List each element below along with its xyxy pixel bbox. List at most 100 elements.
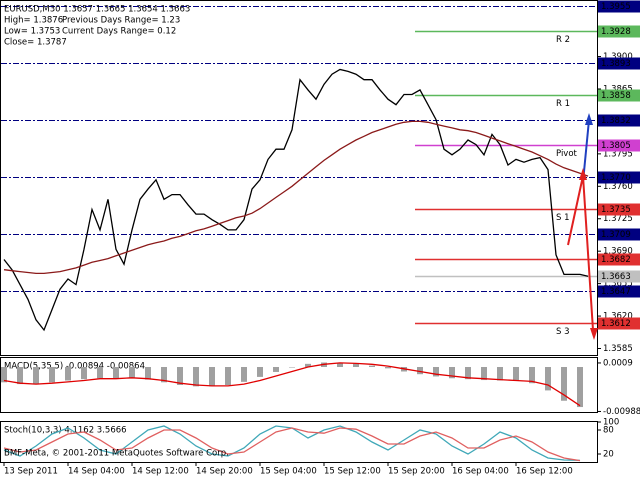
level-box	[598, 89, 640, 102]
level-box	[598, 57, 640, 70]
bar	[65, 367, 71, 381]
level-label: 1.3612	[601, 319, 631, 329]
header-line: Low= 1.3753	[4, 27, 60, 37]
y-tick-label: 1.3865	[603, 84, 633, 94]
main-panel	[0, 0, 598, 356]
bar	[353, 363, 359, 367]
y-tick-label: 1.3690	[603, 247, 633, 257]
x-tick-label: 13 Sep 2011	[4, 467, 58, 477]
bar	[465, 367, 471, 380]
level-box	[598, 270, 640, 283]
bar	[81, 367, 87, 380]
bar	[497, 367, 503, 381]
level-label: 1.3682	[601, 255, 631, 265]
level-box	[598, 171, 640, 184]
header-line: Current Days Range= 0.12	[62, 27, 176, 37]
panel-title: MACD(5,35,5) -0.00894 -0.00864	[4, 362, 145, 372]
series-line	[3, 120, 589, 275]
level-label: 1.3928	[601, 27, 631, 37]
x-tick-label: 14 Sep 20:00	[196, 467, 253, 477]
y-tick-label: 1.3620	[603, 312, 633, 322]
header-line: Close= 1.3787	[4, 38, 67, 48]
x-tick-label: 16 Sep 12:00	[516, 467, 573, 477]
blue-arrow-head	[585, 113, 593, 125]
level-box	[598, 285, 640, 298]
level-box	[598, 25, 640, 38]
x-tick-label: 15 Sep 12:00	[324, 467, 381, 477]
bar	[273, 367, 279, 372]
x-tick-label: 15 Sep 04:00	[260, 467, 317, 477]
panel-title: Stoch(10,3,3) 4.1162 3.5666	[4, 426, 127, 436]
level-label: 1.3770	[601, 173, 631, 183]
series-line	[3, 427, 581, 462]
level-box	[598, 253, 640, 266]
bar	[417, 367, 423, 375]
footer: BMF-Meta, © 2001-2011 MetaQuotes Softwar…	[4, 449, 229, 459]
level-name: R 1	[556, 99, 570, 109]
bar	[17, 367, 23, 385]
level-label: 1.3647	[601, 287, 631, 297]
header: EURUSD,M30 1.3657 1.3665 1.3654 1.3663 H…	[4, 5, 190, 48]
level-name: S 3	[556, 327, 570, 337]
bar	[433, 367, 439, 377]
bar	[289, 367, 295, 368]
y-tick-label: 80	[603, 426, 614, 436]
y-tick-label: 1.3725	[603, 214, 633, 224]
bar	[97, 367, 103, 379]
y-tick-label: 1.3900	[603, 52, 633, 62]
bar	[193, 367, 199, 387]
x-tick-label: 14 Sep 12:00	[132, 467, 189, 477]
bar	[577, 367, 583, 408]
panels	[0, 0, 598, 463]
bar	[113, 367, 119, 379]
bar	[561, 367, 567, 401]
level-label: 1.3858	[601, 91, 631, 101]
bar	[481, 367, 487, 381]
level-label: 1.3832	[601, 116, 631, 126]
x-tick-label: 16 Sep 04:00	[452, 467, 509, 477]
level-box	[598, 114, 640, 127]
y-tick-label: 100	[603, 418, 619, 428]
bar	[337, 362, 343, 367]
header-line: Previous Days Range= 1.23	[62, 16, 180, 26]
y-tick-label: 1.3655	[603, 279, 633, 289]
level-box	[598, 0, 640, 13]
bar	[305, 363, 311, 367]
header-title: EURUSD,M30 1.3657 1.3665 1.3654 1.3663	[4, 5, 190, 15]
bar	[369, 365, 375, 367]
bar	[545, 367, 551, 391]
red-arrow-head	[590, 328, 598, 340]
bar	[241, 367, 247, 382]
level-label: 1.3663	[601, 272, 631, 282]
bar	[1, 367, 7, 383]
y-tick-label: 20	[603, 450, 614, 460]
bar	[177, 367, 183, 385]
arrows	[567, 113, 598, 340]
y-tick-label: -0.00988	[603, 407, 640, 417]
header-line: High= 1.3876	[4, 16, 63, 26]
y-tick-label: 0.0009	[603, 358, 633, 368]
bar	[529, 367, 535, 384]
red-arrow-head	[579, 168, 587, 180]
bar	[449, 367, 455, 379]
bar	[257, 367, 263, 377]
bar	[225, 367, 231, 385]
macd-panel	[0, 357, 598, 413]
level-name: Pivot	[556, 149, 578, 159]
y-tick-label: 1.3795	[603, 149, 633, 159]
bar	[33, 367, 39, 384]
x-tick-label: 14 Sep 04:00	[68, 467, 125, 477]
level-label: 1.3805	[601, 141, 631, 151]
level-label: 1.3955	[601, 2, 631, 12]
series-line	[3, 362, 581, 407]
bar	[145, 367, 151, 380]
level-box	[598, 228, 640, 241]
x-tick-label: 15 Sep 20:00	[388, 467, 445, 477]
bar	[49, 367, 55, 383]
y-tick-label: 1.3760	[603, 182, 633, 192]
level-label: 1.3735	[601, 205, 631, 215]
